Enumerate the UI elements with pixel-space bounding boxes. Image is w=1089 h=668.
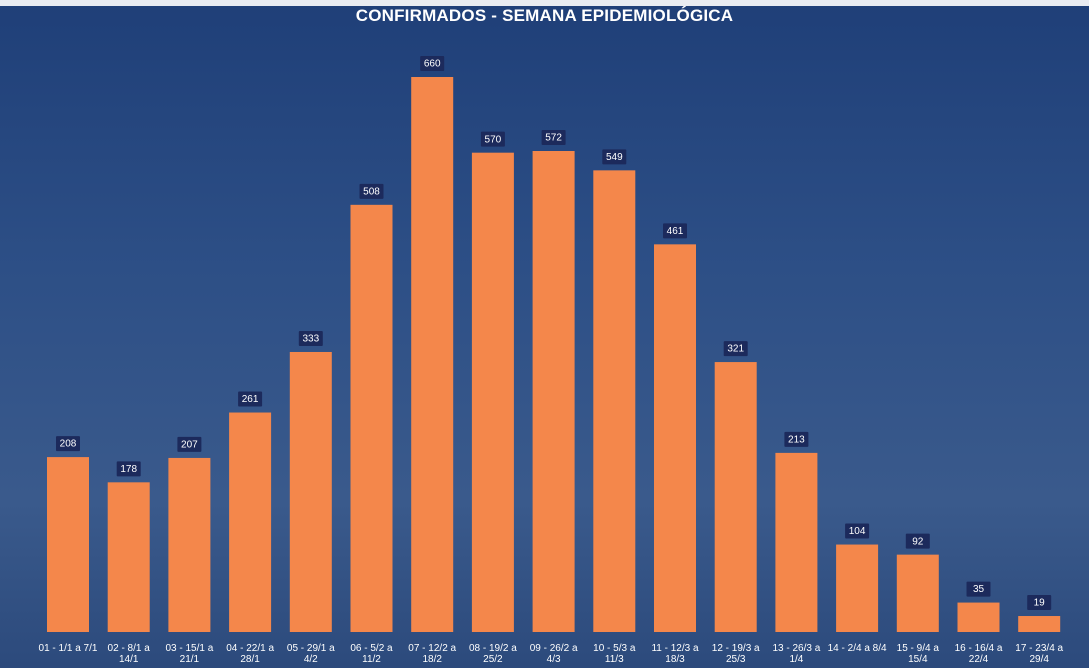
x-tick-label: 17 - 23/4 a 29/4 <box>1015 643 1064 665</box>
bar <box>47 457 89 632</box>
top-border <box>0 0 1089 6</box>
value-label-box <box>116 461 141 477</box>
value-label-box <box>480 131 505 147</box>
bar <box>411 77 454 632</box>
value-label-box <box>420 56 445 71</box>
x-tick-label: 07 - 12/2 a 18/2 <box>408 643 457 665</box>
x-tick-label: 09 - 26/2 a 4/3 <box>529 643 578 665</box>
bar <box>168 457 211 632</box>
value-label: 207 <box>181 440 198 451</box>
bar <box>775 452 818 632</box>
x-tick-label: 11 - 12/3 a 18/3 <box>651 643 699 665</box>
value-label: 461 <box>667 226 684 237</box>
x-tick-label: 10 - 5/3 a 11/3 <box>593 643 636 665</box>
bar <box>896 554 939 632</box>
value-label: 19 <box>1034 598 1046 609</box>
value-label-box <box>359 183 384 199</box>
value-label: 261 <box>242 394 259 405</box>
bar <box>350 204 393 632</box>
bar <box>289 351 332 632</box>
x-tick-label: 03 - 15/1 a 21/1 <box>165 643 214 665</box>
x-tick-label: 08 - 19/2 a 25/2 <box>468 643 517 665</box>
x-tick-label: 15 - 9/4 a 15/4 <box>896 643 939 665</box>
bar <box>532 151 575 632</box>
chart-title: CONFIRMADOS - SEMANA EPIDEMIOLÓGICA <box>355 6 734 25</box>
bar <box>1018 616 1061 632</box>
value-label: 178 <box>120 464 137 475</box>
x-tick-label: 02 - 8/1 a 14/1 <box>107 643 150 665</box>
value-label: 208 <box>60 439 77 450</box>
bar <box>593 170 636 632</box>
x-tick-label: 05 - 29/1 a 4/2 <box>286 643 335 665</box>
bar <box>957 602 1000 632</box>
value-label-box <box>1027 595 1052 611</box>
bar <box>836 544 879 632</box>
bar <box>654 244 696 632</box>
x-tick-label: 01 - 1/1 a 7/1 <box>38 643 98 654</box>
value-label-box <box>905 533 930 549</box>
value-label-box <box>845 523 870 539</box>
value-label: 213 <box>788 435 805 446</box>
value-label: 92 <box>912 536 924 547</box>
value-label: 549 <box>606 152 623 163</box>
value-label: 572 <box>545 133 562 144</box>
x-tick-label: 14 - 2/4 a 8/4 <box>827 643 887 654</box>
value-label: 333 <box>302 334 319 345</box>
value-label-box <box>966 581 991 597</box>
value-label: 35 <box>973 584 985 595</box>
value-label-box <box>723 341 748 357</box>
value-label-box <box>56 436 80 452</box>
bar <box>229 412 272 632</box>
value-label-box <box>602 149 627 165</box>
value-label-box <box>784 431 809 447</box>
bar <box>471 152 514 632</box>
value-label-box <box>541 130 566 145</box>
value-label-box <box>298 330 323 346</box>
value-label-box <box>663 223 687 239</box>
value-label-box <box>238 391 263 407</box>
value-label-box <box>177 436 202 452</box>
x-tick-label: 12 - 19/3 a 25/3 <box>711 643 760 665</box>
value-label: 660 <box>424 59 441 70</box>
x-tick-label: 13 - 26/3 a 1/4 <box>772 643 821 665</box>
bar <box>714 362 757 632</box>
x-tick-label: 04 - 22/1 a 28/1 <box>226 643 274 665</box>
value-label: 570 <box>485 134 502 145</box>
value-label: 104 <box>849 526 866 537</box>
x-tick-label: 06 - 5/2 a 11/2 <box>350 643 393 665</box>
value-label: 508 <box>363 186 380 197</box>
x-tick-label: 16 - 16/4 a 22/4 <box>954 643 1003 665</box>
bar <box>107 482 150 632</box>
value-label: 321 <box>727 344 744 355</box>
